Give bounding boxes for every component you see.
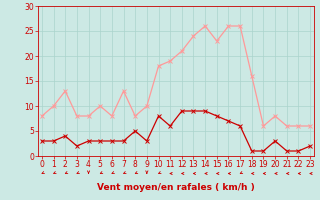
X-axis label: Vent moyen/en rafales ( km/h ): Vent moyen/en rafales ( km/h ) [97,183,255,192]
